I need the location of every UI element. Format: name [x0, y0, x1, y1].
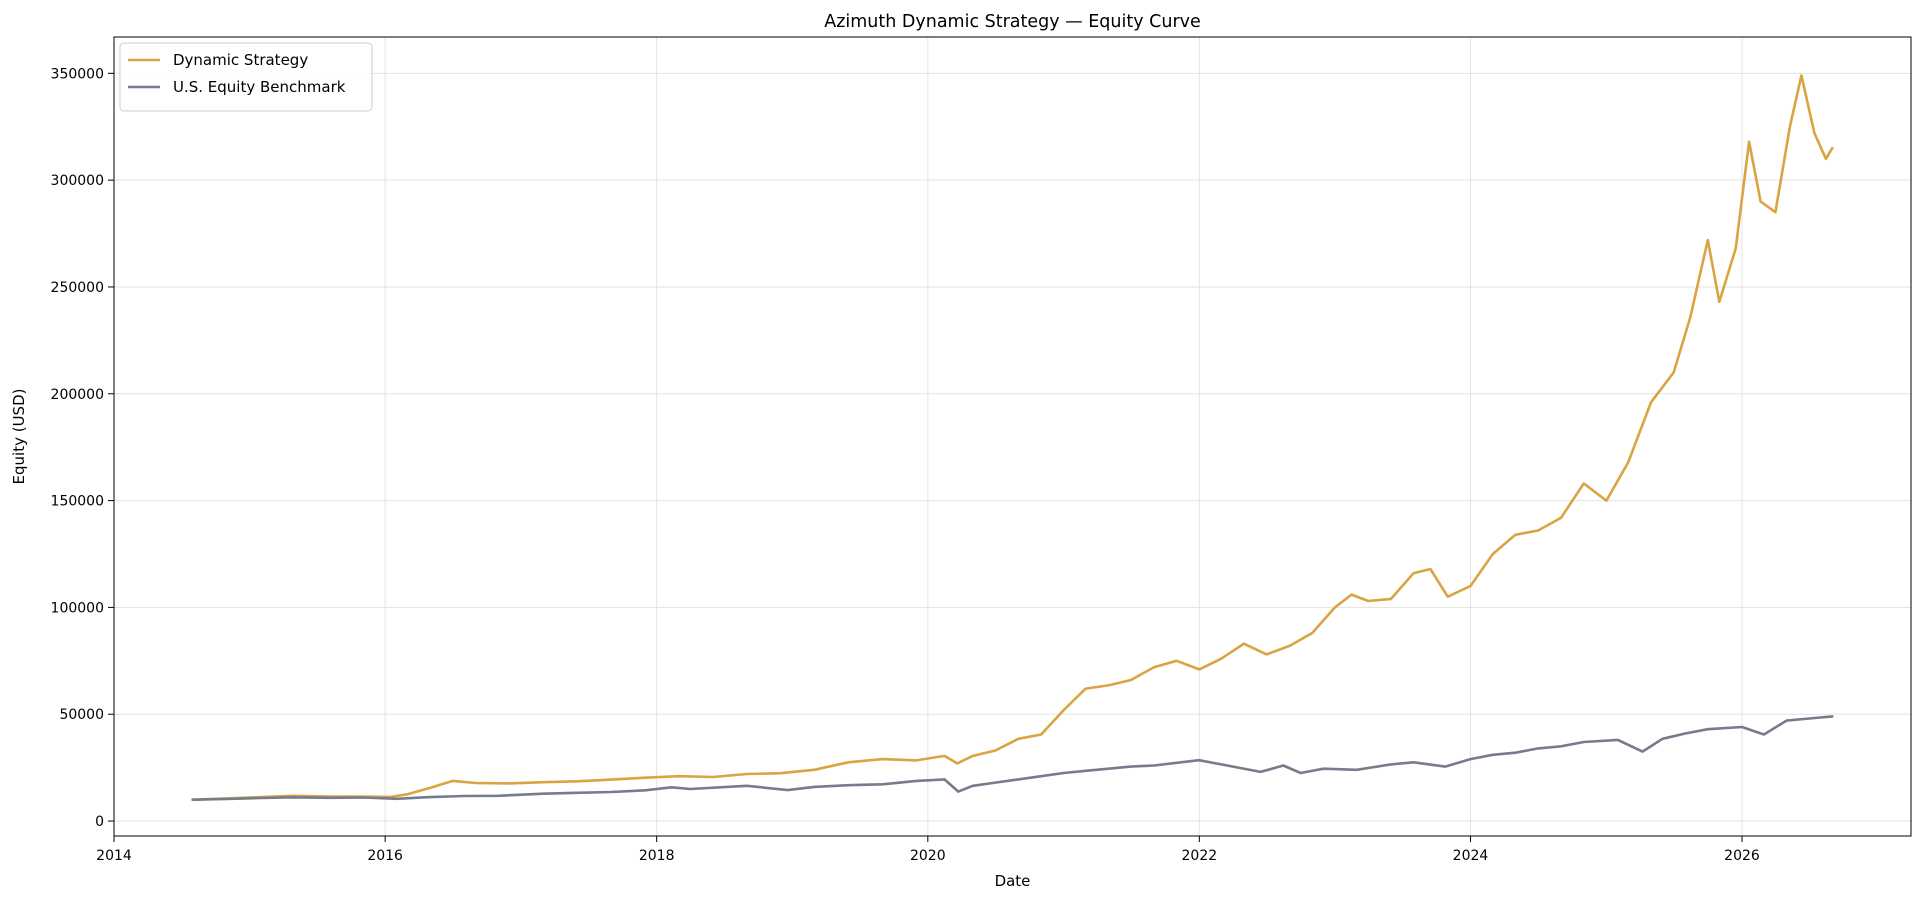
x-tick-label: 2018 — [639, 848, 675, 864]
chart-title: Azimuth Dynamic Strategy — Equity Curve — [824, 12, 1201, 32]
plot-frame — [113, 36, 1912, 837]
x-tick-label: 2014 — [96, 848, 132, 864]
x-tick-label: 2016 — [367, 848, 403, 864]
y-tick-label: 100000 — [51, 600, 104, 616]
y-tick-label: 0 — [95, 814, 104, 830]
grid-lines — [113, 37, 1911, 836]
legend-label-u-s-equity-benchmark: U.S. Equity Benchmark — [173, 78, 346, 96]
x-tick-label: 2026 — [1724, 848, 1760, 864]
series-line-dynamic-strategy — [191, 74, 1834, 801]
y-tick-label: 250000 — [51, 280, 104, 296]
y-tick-label: 50000 — [59, 707, 104, 723]
y-tick-label: 300000 — [51, 173, 104, 189]
y-tick-label: 150000 — [51, 494, 104, 510]
legend-label-dynamic-strategy: Dynamic Strategy — [173, 51, 308, 69]
legend-box — [119, 42, 373, 112]
series-line-u-s-equity-benchmark — [191, 715, 1834, 801]
legend: Dynamic Strategy U.S. Equity Benchmark — [119, 42, 373, 112]
x-tick-label: 2022 — [1182, 848, 1218, 864]
series-layer — [191, 74, 1834, 801]
y-axis-label: Equity (USD) — [10, 389, 28, 485]
y-tick-label: 350000 — [51, 66, 104, 82]
x-tick-label: 2024 — [1453, 848, 1489, 864]
x-axis-label: Date — [995, 872, 1031, 890]
x-tick-label: 2020 — [910, 848, 946, 864]
y-tick-label: 200000 — [51, 387, 104, 403]
axis-ticks: 2014 2016 2018 2020 2022 2024 2026 0 50000 100000… — [51, 66, 1760, 864]
